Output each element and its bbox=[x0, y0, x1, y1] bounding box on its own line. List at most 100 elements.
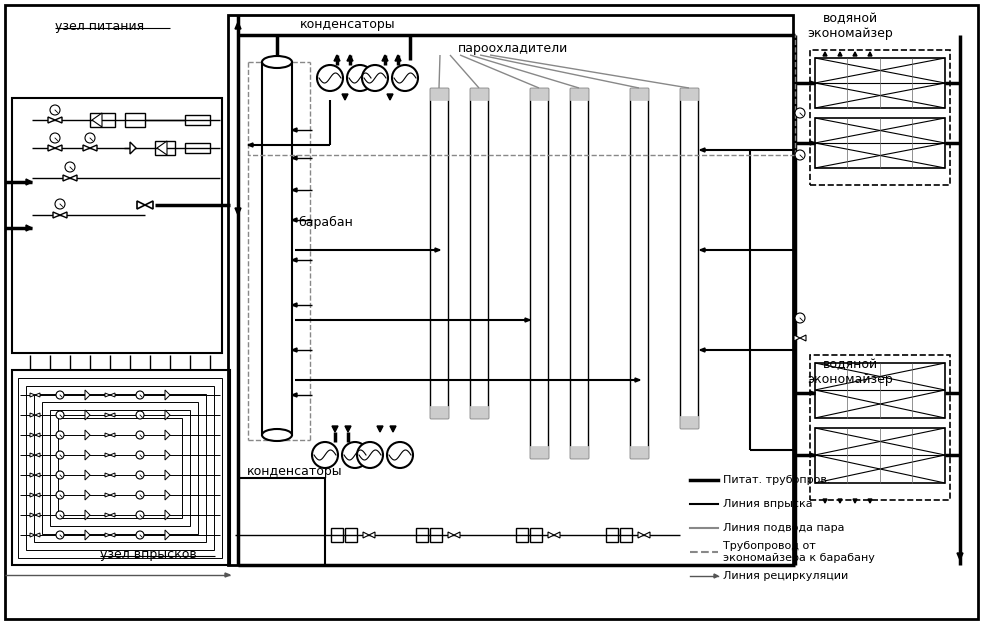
Bar bbox=[470, 88, 488, 100]
Bar bbox=[815, 363, 945, 418]
Polygon shape bbox=[35, 433, 40, 437]
Bar bbox=[620, 528, 632, 542]
Polygon shape bbox=[347, 55, 353, 61]
Polygon shape bbox=[838, 499, 842, 503]
Polygon shape bbox=[823, 499, 827, 503]
Text: узел питания: узел питания bbox=[55, 20, 145, 33]
Bar bbox=[42, 402, 198, 534]
Polygon shape bbox=[110, 413, 115, 417]
Circle shape bbox=[136, 431, 144, 439]
Polygon shape bbox=[235, 22, 241, 29]
Circle shape bbox=[136, 451, 144, 459]
Bar bbox=[185, 143, 210, 153]
Polygon shape bbox=[105, 493, 110, 497]
Polygon shape bbox=[26, 225, 32, 231]
Polygon shape bbox=[30, 513, 35, 517]
Circle shape bbox=[136, 531, 144, 539]
Polygon shape bbox=[30, 433, 35, 437]
Polygon shape bbox=[55, 145, 62, 151]
Bar bbox=[606, 528, 618, 542]
Bar bbox=[530, 88, 548, 100]
Circle shape bbox=[136, 391, 144, 399]
Polygon shape bbox=[105, 413, 110, 417]
Circle shape bbox=[50, 105, 60, 115]
Bar bbox=[680, 88, 698, 100]
Bar bbox=[815, 58, 945, 108]
Polygon shape bbox=[810, 453, 815, 457]
Bar bbox=[815, 428, 945, 483]
Polygon shape bbox=[165, 490, 170, 500]
Polygon shape bbox=[30, 393, 35, 397]
Polygon shape bbox=[130, 142, 136, 154]
Polygon shape bbox=[853, 499, 857, 503]
Polygon shape bbox=[235, 208, 241, 215]
Polygon shape bbox=[157, 141, 167, 155]
Polygon shape bbox=[448, 532, 454, 538]
Bar bbox=[125, 113, 145, 127]
Text: Линия подвода пара: Линия подвода пара bbox=[723, 523, 844, 533]
Text: барабан: барабан bbox=[298, 215, 353, 228]
Circle shape bbox=[795, 108, 805, 118]
Polygon shape bbox=[35, 493, 40, 497]
Bar bbox=[516, 528, 528, 542]
Bar bbox=[570, 446, 588, 458]
Bar bbox=[430, 406, 448, 418]
Polygon shape bbox=[165, 430, 170, 440]
Polygon shape bbox=[332, 426, 338, 432]
Polygon shape bbox=[810, 81, 815, 85]
Bar bbox=[12, 370, 230, 565]
Polygon shape bbox=[90, 145, 97, 151]
Circle shape bbox=[136, 411, 144, 419]
Bar bbox=[680, 416, 698, 428]
Polygon shape bbox=[700, 348, 705, 352]
Ellipse shape bbox=[262, 429, 292, 441]
Polygon shape bbox=[548, 532, 554, 538]
Text: Трубопровод от
экономайзера к барабану: Трубопровод от экономайзера к барабану bbox=[723, 541, 875, 563]
Polygon shape bbox=[30, 473, 35, 477]
Polygon shape bbox=[810, 391, 815, 395]
Polygon shape bbox=[105, 513, 110, 517]
Polygon shape bbox=[85, 530, 90, 540]
Polygon shape bbox=[105, 433, 110, 437]
Polygon shape bbox=[435, 248, 440, 252]
Polygon shape bbox=[644, 532, 650, 538]
Polygon shape bbox=[248, 143, 253, 147]
Polygon shape bbox=[85, 450, 90, 460]
Circle shape bbox=[56, 471, 64, 479]
Polygon shape bbox=[26, 179, 32, 185]
Polygon shape bbox=[387, 94, 393, 100]
Bar bbox=[155, 141, 175, 155]
Polygon shape bbox=[30, 413, 35, 417]
Polygon shape bbox=[454, 532, 460, 538]
Circle shape bbox=[85, 133, 95, 143]
Ellipse shape bbox=[262, 56, 292, 68]
Text: водяной
экономайзер: водяной экономайзер bbox=[807, 12, 893, 40]
Polygon shape bbox=[165, 450, 170, 460]
Polygon shape bbox=[225, 573, 230, 577]
Polygon shape bbox=[957, 553, 963, 560]
Polygon shape bbox=[48, 117, 55, 123]
Bar bbox=[416, 528, 428, 542]
Circle shape bbox=[387, 442, 413, 468]
Polygon shape bbox=[35, 393, 40, 397]
Polygon shape bbox=[137, 201, 145, 209]
Bar bbox=[630, 88, 648, 458]
Bar bbox=[430, 528, 442, 542]
Polygon shape bbox=[92, 113, 102, 127]
Polygon shape bbox=[30, 453, 35, 457]
Polygon shape bbox=[53, 212, 60, 218]
Bar bbox=[331, 528, 343, 542]
Polygon shape bbox=[63, 175, 70, 181]
Bar bbox=[810, 355, 950, 500]
Text: узел впрысков: узел впрысков bbox=[100, 548, 197, 561]
Polygon shape bbox=[85, 490, 90, 500]
Polygon shape bbox=[292, 258, 297, 262]
Polygon shape bbox=[292, 303, 297, 307]
Polygon shape bbox=[292, 128, 297, 132]
Bar bbox=[430, 88, 448, 100]
Polygon shape bbox=[110, 393, 115, 397]
Bar bbox=[815, 118, 945, 168]
Bar bbox=[50, 410, 190, 526]
Polygon shape bbox=[35, 533, 40, 537]
Polygon shape bbox=[165, 470, 170, 480]
